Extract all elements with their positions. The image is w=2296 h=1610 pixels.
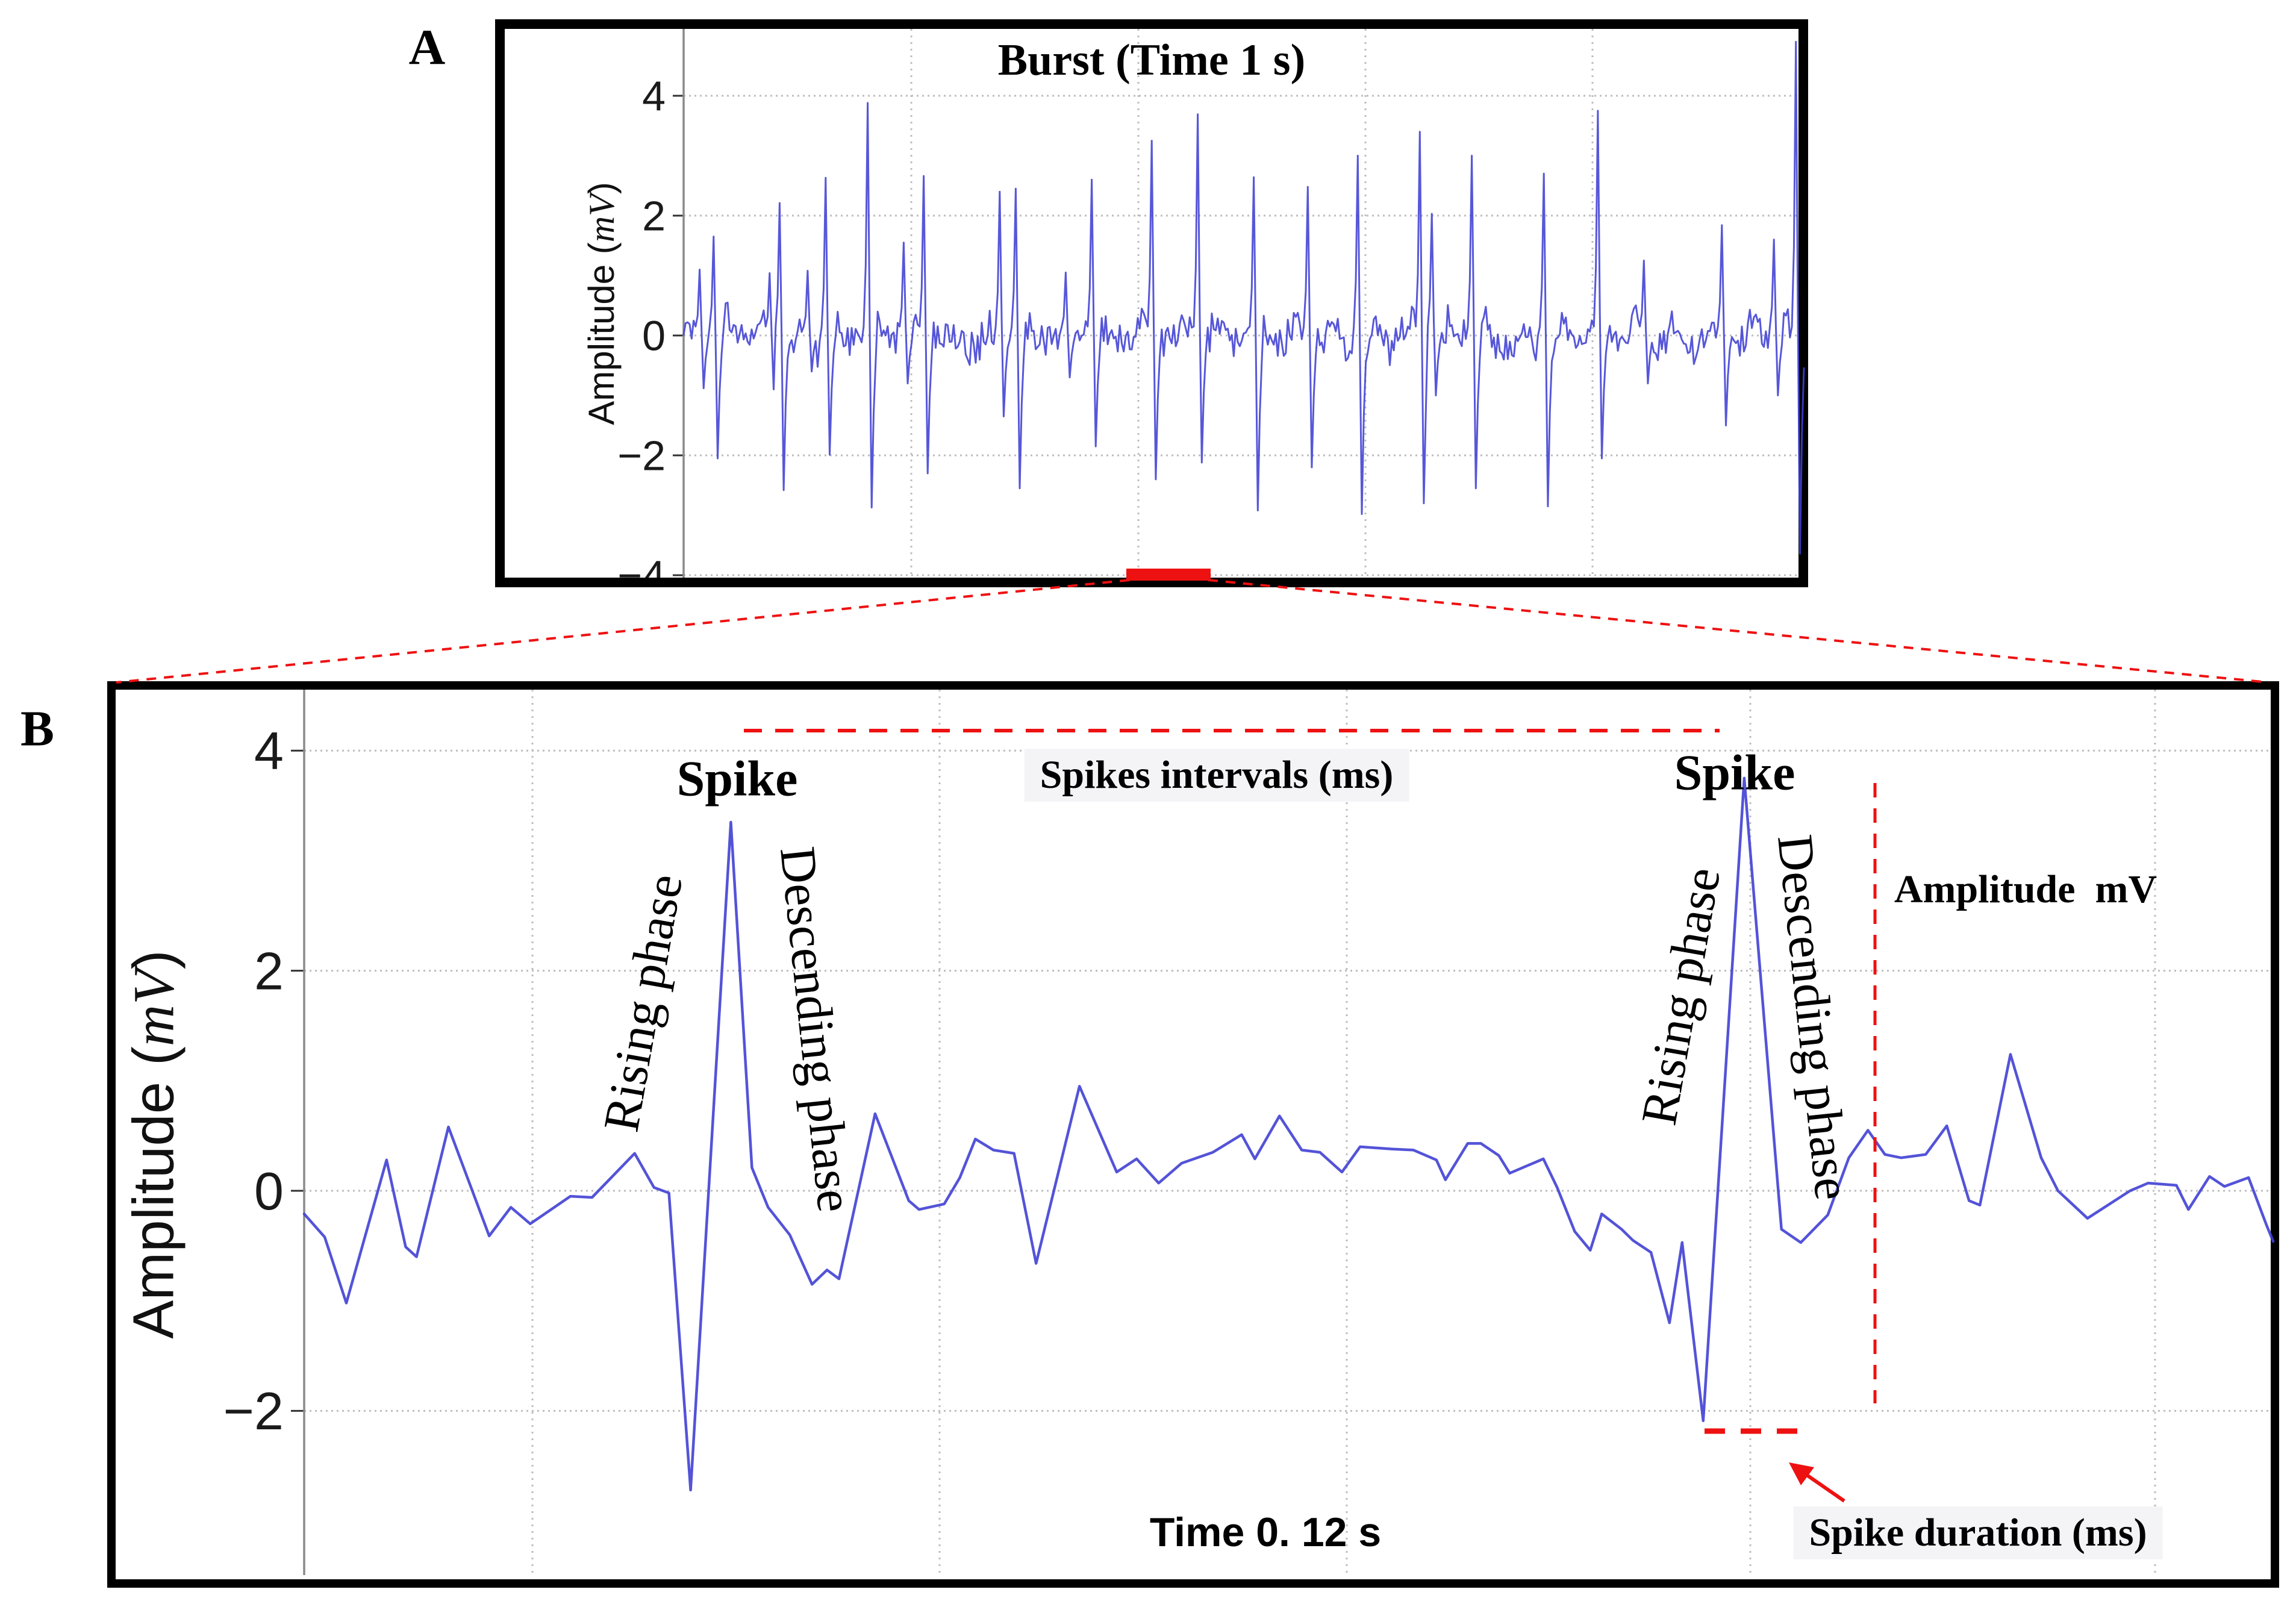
y-tick-label: −2 [223,1381,284,1441]
panel-a-y-axis-label: Amplitude (mV) [581,182,623,425]
burst-signal-trace [682,40,1805,555]
spikes-intervals-label: Spikes intervals (ms) [1024,749,1409,802]
y-tick-label: 4 [642,73,666,120]
spike-label-2: Spike [1674,744,1795,801]
zoom-connector-right [1208,579,2269,684]
panel-b-ylabel-units: mV [121,969,186,1047]
amplitude-mv-label: Amplitude mV [1894,867,2157,911]
panel-a-title: Burst (Time 1 s) [997,36,1306,85]
zoomed-spike-trace [302,776,2275,1492]
panel-b-ylabel-close: ) [121,950,186,970]
panel-a-ylabel-close: ) [581,182,622,195]
spike-label-1: Spike [676,750,798,807]
panel-b-y-axis-label: Amplitude (mV) [120,950,187,1338]
spike-duration-label: Spike duration (ms) [1793,1506,2163,1559]
y-tick-label: 2 [254,941,284,1000]
panel-b-corner-label: B [20,700,55,757]
panel-a-ylabel-units: mV [582,194,622,243]
panel-a-ylabel-text: Amplitude ( [581,242,622,425]
time-axis-label: Time 0. 12 s [1149,1509,1382,1555]
y-tick-label: 0 [254,1161,284,1221]
panel-b-zoomed-spike-plot: 4 2 0 −2 Amplitude (mV) Spike Spike Rising … [107,681,2279,1588]
y-tick-label: 0 [642,313,666,360]
panel-a-chart-svg: 420−2−4 [495,19,1808,587]
panel-frame [107,681,2279,1588]
y-tick-label: −2 [617,432,666,479]
spike-duration-arrow-head [1789,1462,1814,1485]
y-tick-label: 2 [642,193,666,240]
zoom-connector-left [116,579,1130,684]
panel-a-corner-label: A [408,19,446,76]
panel-frame [495,19,1808,587]
y-tick-label: 4 [254,721,284,781]
panel-b-ylabel-text: Amplitude ( [121,1046,186,1339]
panel-b-chart-svg: 4 2 0 −2 [107,681,2279,1588]
panel-a-burst-plot: 4 2 0 −2 −4 Burst (Time 1 s) Amplitude (mV) [495,19,1808,587]
